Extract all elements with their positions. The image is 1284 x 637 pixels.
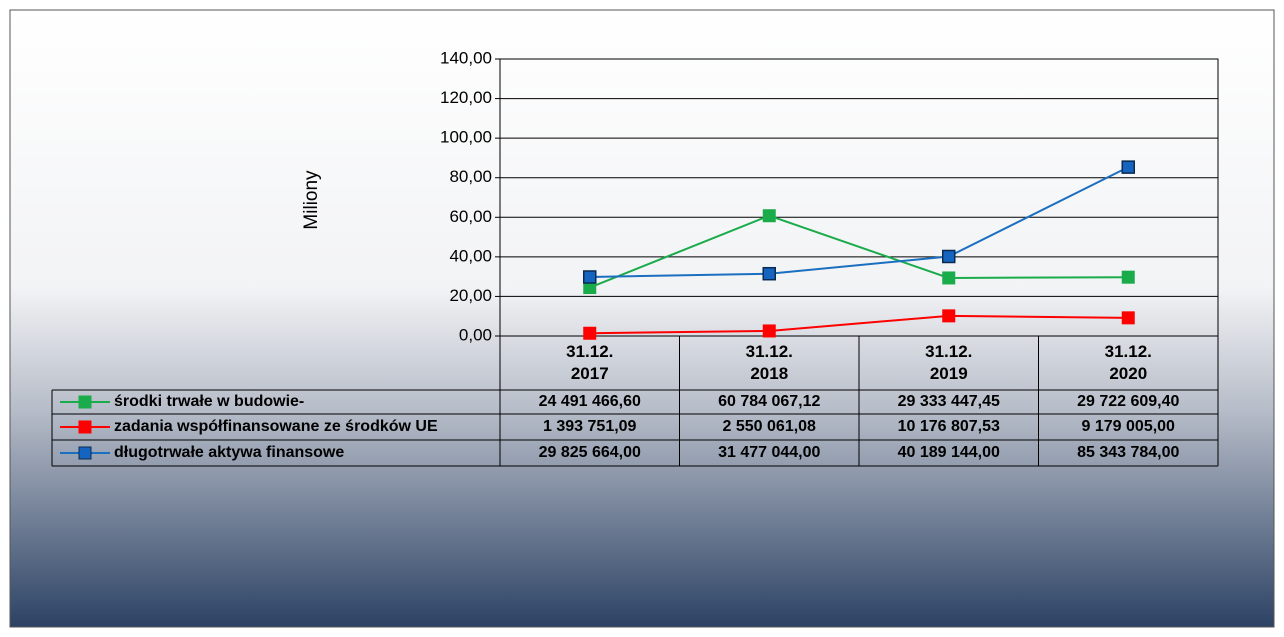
marker xyxy=(1121,160,1135,174)
x-tick-label: 31.12. 2017 xyxy=(566,342,614,383)
data-table-value: 2 550 061,08 xyxy=(723,418,817,435)
marker xyxy=(942,309,956,323)
series-line xyxy=(589,214,1129,289)
marker xyxy=(762,266,776,281)
marker xyxy=(942,249,956,264)
y-tick-label: 40,00 xyxy=(449,246,492,265)
x-tick-label: 31.12. 2020 xyxy=(1104,342,1152,383)
x-tick-label: 31.12. 2019 xyxy=(925,342,973,383)
marker xyxy=(942,271,956,285)
data-table-value: 40 189 144,00 xyxy=(898,444,1000,461)
data-table-value: 9 179 005,00 xyxy=(1082,418,1176,435)
y-tick-label: 80,00 xyxy=(449,167,492,186)
data-table-value: 31 477 044,00 xyxy=(718,444,820,461)
legend-label: długotrwałe aktywa finansowe xyxy=(114,444,344,461)
y-tick-label: 100,00 xyxy=(440,128,492,147)
y-axis-title: Miliony xyxy=(301,170,322,230)
data-table-value: 24 491 466,60 xyxy=(539,393,641,410)
data-table-value: 10 176 807,53 xyxy=(898,418,1000,435)
marker xyxy=(583,326,597,340)
marker xyxy=(762,209,776,223)
chart-frame xyxy=(9,9,1275,628)
x-tick-label: 31.12. 2018 xyxy=(745,342,793,383)
data-table-value: 85 343 784,00 xyxy=(1077,444,1179,461)
marker xyxy=(1121,311,1135,325)
y-tick-label: 20,00 xyxy=(449,286,492,305)
data-table-value: 29 722 609,40 xyxy=(1077,393,1179,410)
legend-marker xyxy=(78,420,92,434)
legend-marker xyxy=(78,395,92,409)
data-table-value: 60 784 067,12 xyxy=(718,393,820,410)
data-table-value: 29 825 664,00 xyxy=(539,444,641,461)
legend-marker xyxy=(78,446,92,460)
marker xyxy=(1121,270,1135,284)
legend-label: środki trwałe w budowie- xyxy=(114,393,304,410)
data-table-value: 29 333 447,45 xyxy=(898,393,1000,410)
legend-label: zadania współfinansowane ze środków UE xyxy=(114,418,438,435)
marker xyxy=(762,324,776,338)
series-line xyxy=(589,314,1129,335)
y-tick-label: 140,00 xyxy=(440,48,492,67)
y-tick-label: 60,00 xyxy=(449,207,492,226)
data-table-value: 1 393 751,09 xyxy=(543,418,637,435)
marker xyxy=(583,270,597,284)
series-line xyxy=(589,166,1129,278)
y-tick-label: 120,00 xyxy=(440,88,492,107)
y-tick-label: 0,00 xyxy=(459,325,492,344)
